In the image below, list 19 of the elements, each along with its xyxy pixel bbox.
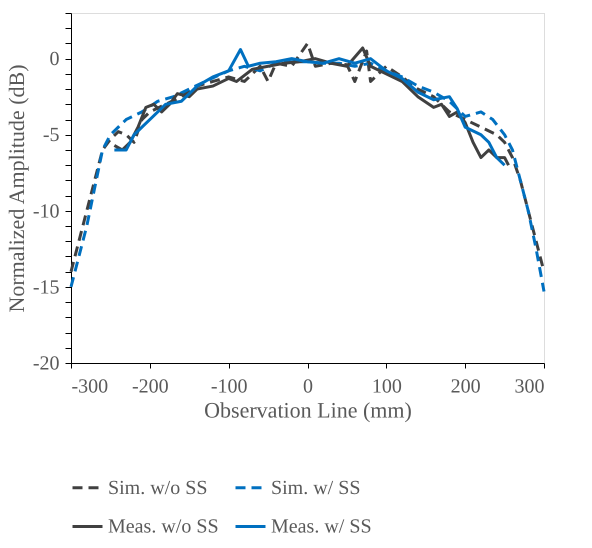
x-tick-label: 200 [450,376,481,398]
y-tick-label: -5 [42,124,60,146]
y-tick-label: -10 [32,200,60,222]
x-tick-label: -200 [132,376,169,398]
legend-label: Meas. w/ SS [271,516,372,538]
x-tick-label: -300 [72,376,108,398]
x-tick-label: 100 [372,376,402,398]
y-tick-label: -20 [32,352,60,374]
x-tick-label: -100 [210,376,248,398]
legend-label: Sim. w/ SS [271,476,360,499]
y-tick-label: 0 [50,48,60,70]
x-axis-title: Observation Line (mm) [204,398,412,422]
legend-label: Sim. w/o SS [108,476,208,499]
x-tick-label: 300 [514,376,544,398]
y-axis-title: Normalized Amplitude (dB) [4,64,29,313]
y-tick-label: -15 [32,276,60,298]
line-series [70,42,546,274]
legend-label: Meas. w/o SS [108,516,219,538]
x-tick-label: 0 [303,376,313,398]
